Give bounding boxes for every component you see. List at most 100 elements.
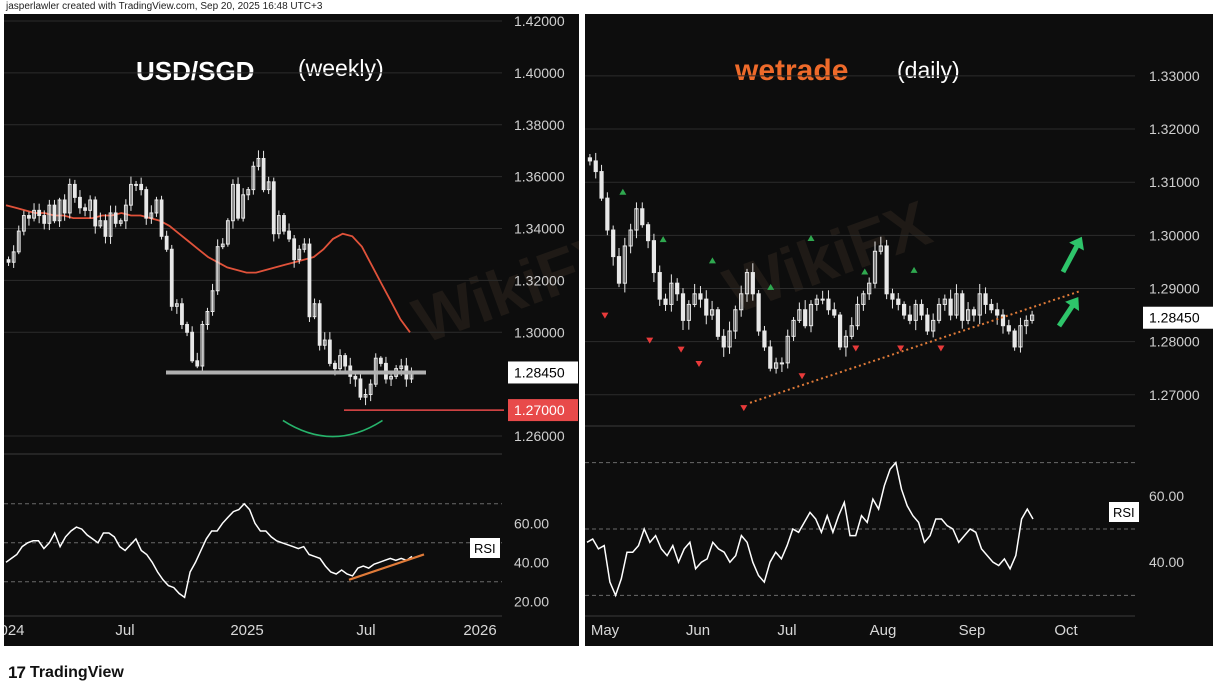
weekly-grid (4, 20, 502, 437)
tradingview-logo-icon: 17 (8, 663, 26, 682)
candle-body (159, 199, 164, 237)
candle-body (57, 199, 62, 222)
y-tick-label: 1.29000 (1149, 280, 1200, 296)
candle-body (134, 183, 138, 186)
candle-body (231, 183, 235, 222)
daily-chart-panel[interactable]: WikiFX wetrade (daily) 1.33000 1.32000 1.3… (585, 14, 1213, 646)
candle-body (837, 314, 843, 348)
candle-body (88, 199, 93, 211)
candle-body (266, 181, 271, 191)
candle-body (593, 160, 598, 173)
wetrade-logo: wetrade (734, 54, 848, 87)
candle-body (317, 303, 322, 346)
candle-body (190, 331, 195, 362)
daily-grid (585, 75, 1135, 396)
daily-x-axis: May Jun Jul Aug Sep Oct (585, 615, 1135, 639)
candle-body (302, 243, 307, 250)
daily-candles (587, 152, 1035, 374)
candle-body (803, 309, 808, 327)
candle-body (52, 204, 57, 222)
candle-body (307, 243, 312, 318)
weekly-moving-average (5, 204, 411, 333)
daily-rsi: 60.00 40.00 RSI (585, 425, 1184, 598)
candle-body (389, 375, 393, 380)
candle-body (971, 309, 977, 316)
candle-body (762, 330, 767, 348)
weekly-x-axis: 024 Jul 2025 Jul 2026 (4, 615, 502, 639)
candle-body (756, 293, 761, 332)
candle-body (185, 323, 189, 333)
x-tick-label: Sep (959, 622, 986, 639)
down-marker (852, 345, 860, 352)
candle-body (669, 282, 674, 305)
candle-body (93, 199, 98, 227)
up-marker (659, 236, 667, 243)
breakout-arrow-head (1065, 297, 1080, 311)
weekly-candles (6, 150, 414, 406)
candle-body (797, 309, 802, 321)
y-tick-label: 1.27000 (1149, 387, 1200, 403)
candle-body (849, 325, 854, 337)
daily-trendline (749, 290, 1081, 404)
candle-body (32, 209, 36, 219)
x-tick-label: Jun (686, 622, 710, 639)
candle-body (651, 240, 657, 274)
candle-body (37, 209, 42, 217)
candle-body (42, 215, 47, 224)
candle-body (599, 171, 604, 199)
candle-body (989, 303, 994, 311)
candle-body (72, 183, 77, 198)
rsi-tick-label: 60.00 (1149, 488, 1184, 504)
rsi-label: RSI (474, 541, 496, 556)
candle-body (123, 204, 128, 222)
candle-body (98, 220, 103, 227)
candle-body (896, 298, 901, 305)
tradingview-logo: 17 TradingView (8, 663, 124, 683)
down-marker (937, 345, 945, 352)
candle-body (605, 197, 610, 231)
candle-body (1000, 314, 1006, 327)
candle-body (378, 357, 383, 364)
candle-body (645, 224, 651, 242)
candle-body (287, 230, 291, 240)
candle-body (680, 293, 686, 321)
candle-body (965, 309, 971, 321)
candle-body (27, 215, 31, 219)
daily-markers (601, 188, 945, 412)
daily-chart-svg: WikiFX wetrade (daily) 1.330001.320001.3… (585, 54, 1213, 639)
down-marker (897, 345, 905, 352)
candle-body (960, 293, 965, 321)
rsi-tick-label: 60.00 (514, 515, 549, 531)
candle-body (773, 362, 779, 369)
candle-body (276, 215, 281, 235)
x-tick-label: Aug (870, 622, 897, 639)
candle-body (832, 309, 837, 316)
candle-body (67, 183, 72, 214)
candle-body (225, 220, 230, 245)
candle-body (954, 293, 959, 316)
down-marker (646, 337, 654, 344)
rsi-line (5, 502, 413, 599)
daily-breakout-arrows (1056, 236, 1084, 328)
price-label-text: 1.27000 (514, 402, 565, 418)
y-tick-label: 1.28000 (1149, 334, 1200, 350)
weekly-rsi: 60.00 40.00 20.00 RSI (4, 453, 549, 609)
candle-body (634, 208, 639, 231)
y-tick-label: 1.26000 (514, 428, 565, 444)
trendline (749, 290, 1081, 404)
y-tick-label: 1.34000 (514, 221, 565, 237)
candle-body (358, 378, 363, 398)
x-tick-label: 2026 (463, 622, 496, 639)
daily-chart-title: (daily) (897, 57, 960, 83)
x-tick-label: Jul (777, 622, 796, 639)
rounded-bottom-arc (282, 419, 383, 438)
candle-body (983, 293, 988, 305)
candle-body (1012, 330, 1017, 348)
candle-body (149, 212, 154, 219)
weekly-chart-panel[interactable]: WikiFX USD/SGD (weekly) 1.42000 1.40000 1.… (4, 14, 579, 646)
candle-body (867, 282, 872, 295)
candle-body (113, 212, 118, 224)
candle-body (1029, 314, 1035, 321)
candle-body (872, 250, 878, 284)
candle-body (144, 189, 149, 219)
